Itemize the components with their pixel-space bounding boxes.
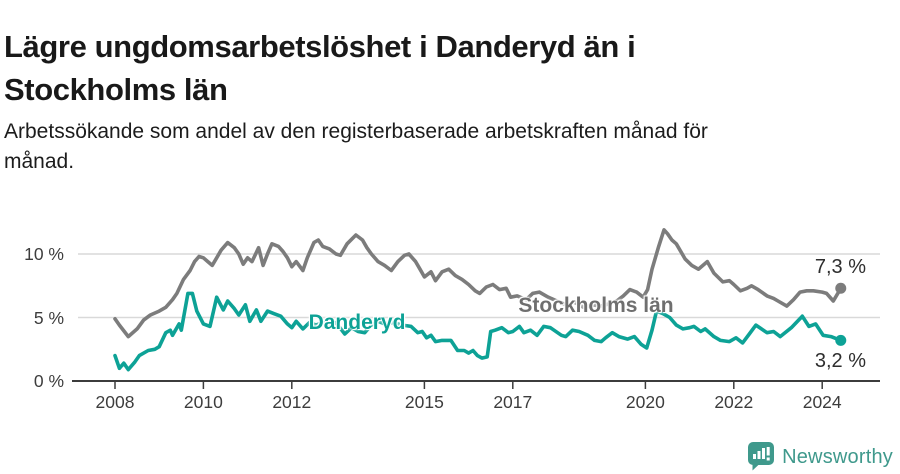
y-tick-label-0: 0 % [33, 371, 64, 391]
x-tick-label-2008: 2008 [95, 392, 135, 412]
end-value-danderyd: 3,2 % [814, 350, 866, 372]
x-tick-label-2022: 2022 [714, 392, 754, 412]
chart-title-line2: Stockholms län [4, 71, 228, 107]
chart-subtitle-line2: månad. [4, 150, 75, 173]
x-tick-label-2015: 2015 [404, 392, 444, 412]
x-tick-label-2010: 2010 [183, 392, 223, 412]
chart-title-line1: Lägre ungdomsarbetslöshet i Danderyd än … [4, 28, 636, 64]
series-end-dot-stockholms-län [835, 282, 847, 294]
y-tick-label-5: 5 % [33, 307, 64, 328]
end-value-stockholms-lan: 7,3 % [814, 256, 866, 278]
series-line-stockholms-län [113, 228, 843, 339]
x-tick-label-2020: 2020 [625, 392, 665, 412]
x-tick-label-2012: 2012 [272, 392, 312, 412]
series-end-dot-danderyd [835, 334, 847, 346]
series-label-stockholms-lan: Stockholms län [518, 294, 674, 317]
newsworthy-brand-text: Newsworthy [782, 445, 893, 468]
x-tick-label-2024: 2024 [802, 392, 842, 412]
chart-subtitle-line1: Arbetssökande som andel av den registerb… [4, 120, 708, 143]
chart-title: Lägre ungdomsarbetslöshet i Danderyd än … [4, 25, 864, 111]
newsworthy-brand: Newsworthy [748, 441, 893, 473]
x-tick-label-2017: 2017 [493, 392, 533, 412]
chart-subtitle: Arbetssökande som andel av den registerb… [4, 117, 884, 177]
series-line-danderyd [113, 291, 843, 372]
series-label-danderyd: Danderyd [308, 311, 406, 334]
newsworthy-logo-icon [748, 442, 775, 471]
y-tick-label-10: 10 % [24, 244, 64, 264]
